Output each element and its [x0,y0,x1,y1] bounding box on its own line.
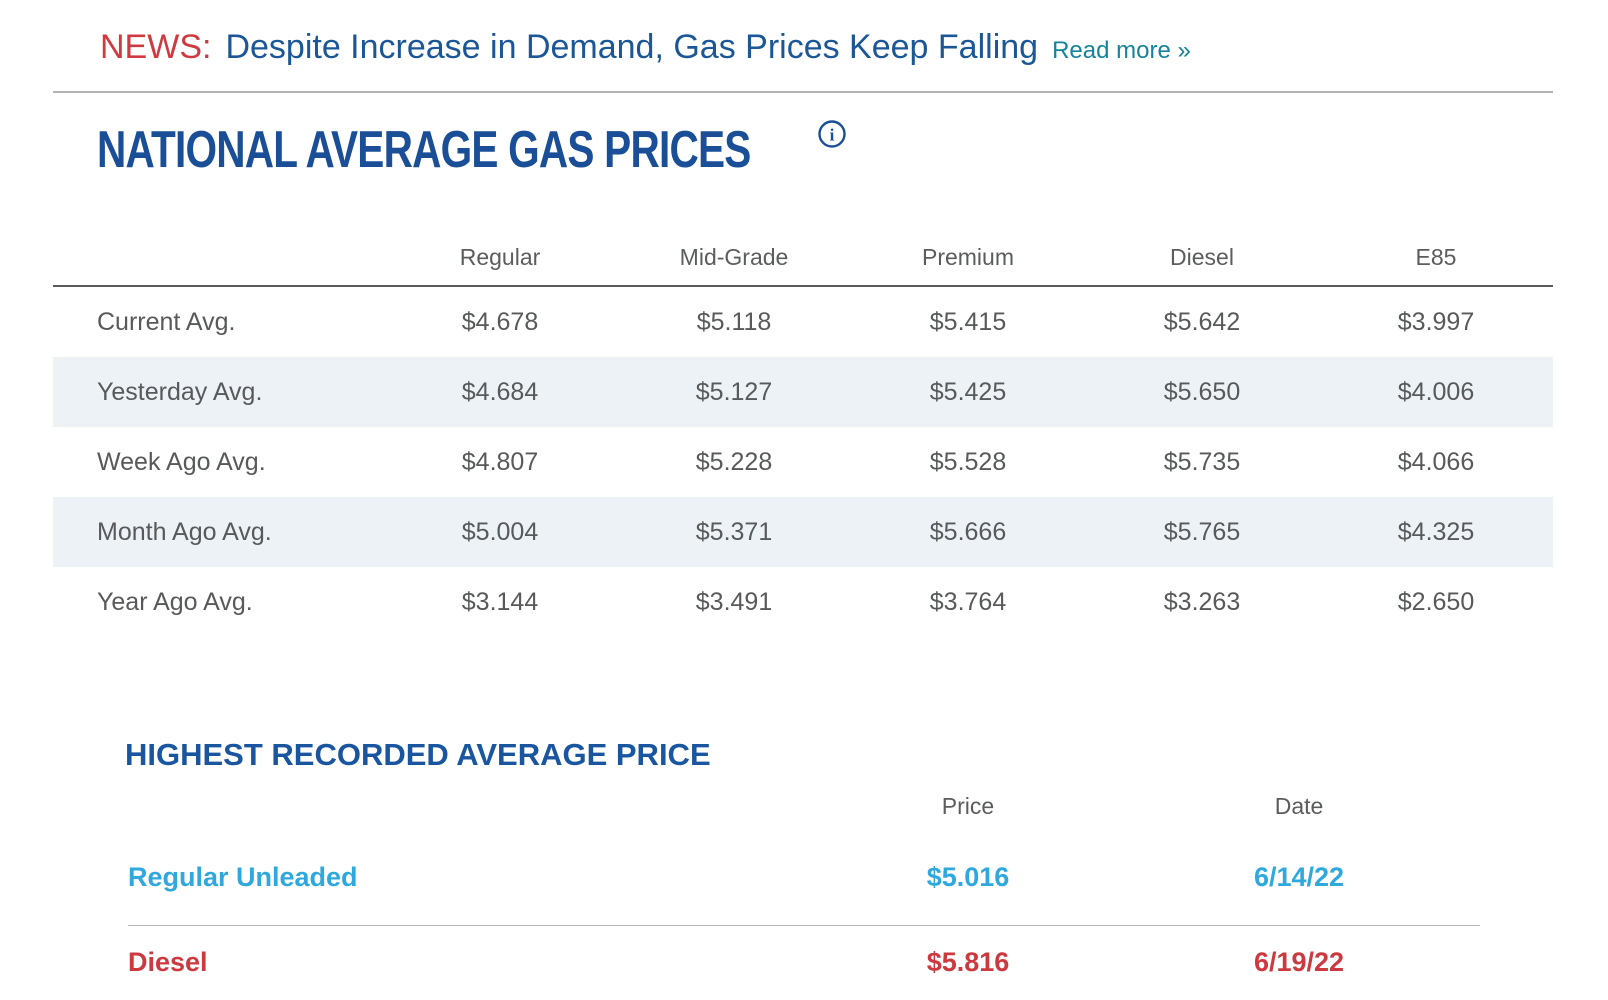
price-cell: $5.765 [1163,517,1241,546]
news-label: NEWS: [100,28,212,66]
column-header-diesel: Diesel [1170,244,1234,270]
news-banner: NEWS: Despite Increase in Demand, Gas Pr… [53,28,1553,93]
price-cell: $5.228 [695,447,773,476]
price-cell: $5.425 [929,377,1007,406]
price-cell: $5.004 [461,517,539,546]
highest-recorded-table: Price Date Regular Unleaded $5.016 6/14/… [128,783,1480,998]
record-date: 6/14/22 [1253,861,1345,892]
column-header-e85: E85 [1415,244,1457,270]
highest-row-regular-unleaded: Regular Unleaded $5.016 6/14/22 [128,829,1480,926]
info-icon[interactable]: i [817,119,847,154]
price-cell: $5.415 [929,307,1007,336]
read-more-link[interactable]: Read more » [1052,37,1191,64]
price-cell: $5.650 [1163,377,1241,406]
title-row: NATIONAL AVERAGE GAS PRICES i [53,120,1553,179]
table-row-current-avg: Current Avg. $4.678 $5.118 $5.415 $5.642… [53,287,1553,357]
price-cell: $5.371 [695,517,773,546]
price-cell: $4.807 [461,447,539,476]
column-header-date: Date [1274,792,1324,819]
price-cell: $3.764 [929,587,1007,616]
column-header-regular: Regular [459,244,541,270]
price-cell: $4.066 [1397,447,1475,476]
price-cell: $2.650 [1397,587,1475,616]
record-date: 6/19/22 [1253,946,1345,977]
row-label: Week Ago Avg. [97,447,266,476]
row-label: Yesterday Avg. [97,377,263,406]
gas-table-header-row: Regular Mid-Grade Premium Diesel E85 [53,230,1553,287]
record-price: $5.816 [926,946,1010,977]
table-row-month-ago-avg: Month Ago Avg. $5.004 $5.371 $5.666 $5.7… [53,497,1553,567]
table-row-yesterday-avg: Yesterday Avg. $4.684 $5.127 $5.425 $5.6… [53,357,1553,427]
price-cell: $4.684 [461,377,539,406]
table-row-year-ago-avg: Year Ago Avg. $3.144 $3.491 $3.764 $3.26… [53,567,1553,637]
price-cell: $4.006 [1397,377,1475,406]
news-headline-link[interactable]: Despite Increase in Demand, Gas Prices K… [225,28,1039,66]
fuel-type-label: Diesel [128,946,208,977]
fuel-type-label: Regular Unleaded [128,861,358,892]
price-cell: $5.528 [929,447,1007,476]
column-header-midgrade: Mid-Grade [679,244,789,270]
page-title: NATIONAL AVERAGE GAS PRICES [97,121,751,179]
row-label: Year Ago Avg. [97,587,253,616]
column-header-premium: Premium [921,244,1014,270]
row-label: Month Ago Avg. [97,517,272,546]
column-header-price: Price [941,792,995,819]
price-cell: $5.642 [1163,307,1241,336]
highest-recorded-heading: HIGHEST RECORDED AVERAGE PRICE [125,737,711,772]
price-cell: $3.263 [1163,587,1241,616]
record-price: $5.016 [926,861,1010,892]
gas-price-table: Regular Mid-Grade Premium Diesel E85 Cur… [53,230,1553,637]
table-row-week-ago-avg: Week Ago Avg. $4.807 $5.228 $5.528 $5.73… [53,427,1553,497]
svg-text:i: i [829,126,834,145]
price-cell: $3.144 [461,587,539,616]
price-cell: $5.735 [1163,447,1241,476]
price-cell: $3.491 [695,587,773,616]
highest-row-diesel: Diesel $5.816 6/19/22 [128,926,1480,998]
price-cell: $5.118 [696,307,772,336]
highest-recorded-header-row: Price Date [128,783,1480,829]
page-container: NEWS: Despite Increase in Demand, Gas Pr… [53,0,1553,998]
price-cell: $3.997 [1397,307,1475,336]
price-cell: $4.325 [1397,517,1475,546]
row-label: Current Avg. [97,307,236,336]
price-cell: $4.678 [461,307,539,336]
price-cell: $5.127 [695,377,773,406]
price-cell: $5.666 [929,517,1007,546]
